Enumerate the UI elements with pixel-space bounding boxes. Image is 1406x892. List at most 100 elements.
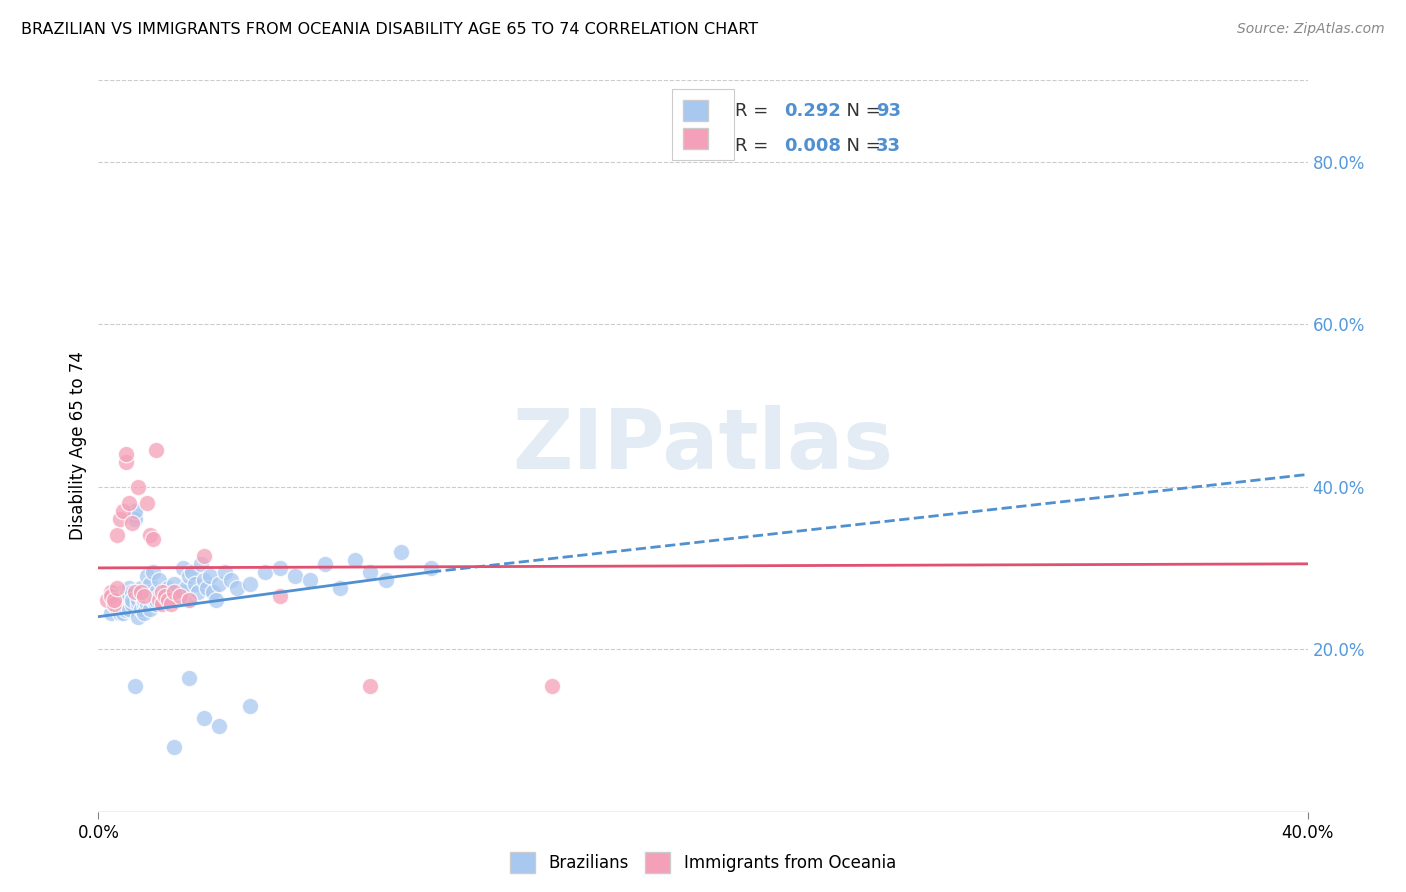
Point bbox=[142, 590, 165, 604]
Point bbox=[239, 577, 262, 591]
Point bbox=[221, 573, 243, 587]
Point bbox=[103, 585, 125, 599]
Point bbox=[344, 553, 367, 567]
Point bbox=[114, 593, 136, 607]
Point bbox=[156, 581, 179, 595]
Text: 93: 93 bbox=[876, 102, 901, 120]
Point bbox=[150, 593, 173, 607]
Point bbox=[145, 443, 167, 458]
Point bbox=[132, 598, 155, 612]
Point bbox=[127, 609, 149, 624]
Point bbox=[193, 573, 215, 587]
Point bbox=[105, 590, 128, 604]
Point bbox=[179, 593, 201, 607]
Point bbox=[253, 565, 276, 579]
Point bbox=[179, 569, 201, 583]
Point bbox=[132, 593, 155, 607]
Point bbox=[139, 577, 162, 591]
Point bbox=[100, 590, 122, 604]
Point bbox=[121, 585, 143, 599]
Point bbox=[103, 593, 125, 607]
Point bbox=[284, 569, 307, 583]
Point bbox=[111, 601, 134, 615]
Point bbox=[179, 671, 201, 685]
Point bbox=[114, 447, 136, 461]
Text: R =: R = bbox=[735, 137, 775, 155]
Point bbox=[118, 581, 141, 595]
Point bbox=[108, 593, 131, 607]
Point bbox=[172, 585, 194, 599]
Point bbox=[96, 593, 118, 607]
Legend: Brazilians, Immigrants from Oceania: Brazilians, Immigrants from Oceania bbox=[503, 846, 903, 880]
Point bbox=[135, 496, 157, 510]
Point bbox=[145, 598, 167, 612]
Point bbox=[121, 593, 143, 607]
Point bbox=[374, 573, 396, 587]
Point bbox=[314, 557, 336, 571]
Point bbox=[100, 606, 122, 620]
Legend: , : , bbox=[672, 89, 734, 160]
Point bbox=[150, 598, 173, 612]
Point bbox=[127, 480, 149, 494]
Point bbox=[208, 577, 231, 591]
Point bbox=[187, 585, 209, 599]
Text: R =: R = bbox=[735, 102, 775, 120]
Point bbox=[121, 598, 143, 612]
Point bbox=[103, 598, 125, 612]
Point bbox=[150, 585, 173, 599]
Point bbox=[214, 565, 236, 579]
Point bbox=[135, 569, 157, 583]
Point bbox=[114, 598, 136, 612]
Point bbox=[105, 581, 128, 595]
Point bbox=[129, 590, 152, 604]
Point bbox=[160, 590, 183, 604]
Point bbox=[299, 573, 322, 587]
Point bbox=[195, 581, 218, 595]
Point bbox=[139, 585, 162, 599]
Point bbox=[145, 593, 167, 607]
Point bbox=[160, 598, 183, 612]
Point bbox=[111, 606, 134, 620]
Point bbox=[163, 585, 186, 599]
Point bbox=[202, 585, 225, 599]
Point bbox=[179, 593, 201, 607]
Point bbox=[124, 585, 146, 599]
Text: Source: ZipAtlas.com: Source: ZipAtlas.com bbox=[1237, 22, 1385, 37]
Point bbox=[103, 598, 125, 612]
Point bbox=[124, 504, 146, 518]
Point bbox=[184, 577, 207, 591]
Point bbox=[200, 569, 222, 583]
Point bbox=[111, 585, 134, 599]
Text: N =: N = bbox=[835, 102, 886, 120]
Point bbox=[190, 557, 212, 571]
Point bbox=[127, 593, 149, 607]
Text: 0.292: 0.292 bbox=[783, 102, 841, 120]
Point bbox=[174, 581, 197, 595]
Point bbox=[124, 508, 146, 522]
Point bbox=[118, 496, 141, 510]
Point bbox=[148, 590, 170, 604]
Point bbox=[420, 561, 443, 575]
Text: BRAZILIAN VS IMMIGRANTS FROM OCEANIA DISABILITY AGE 65 TO 74 CORRELATION CHART: BRAZILIAN VS IMMIGRANTS FROM OCEANIA DIS… bbox=[21, 22, 758, 37]
Point bbox=[163, 585, 186, 599]
Point bbox=[193, 549, 215, 563]
Point bbox=[129, 585, 152, 599]
Point bbox=[142, 533, 165, 547]
Point bbox=[153, 590, 176, 604]
Point bbox=[163, 739, 186, 754]
Point bbox=[169, 590, 191, 604]
Point bbox=[114, 603, 136, 617]
Point bbox=[142, 593, 165, 607]
Point bbox=[111, 504, 134, 518]
Point bbox=[105, 528, 128, 542]
Point bbox=[124, 679, 146, 693]
Point bbox=[142, 565, 165, 579]
Point bbox=[145, 585, 167, 599]
Point bbox=[205, 593, 228, 607]
Point bbox=[108, 512, 131, 526]
Point bbox=[153, 585, 176, 599]
Point bbox=[129, 601, 152, 615]
Point bbox=[208, 719, 231, 733]
Point bbox=[389, 544, 412, 558]
Point bbox=[121, 516, 143, 531]
